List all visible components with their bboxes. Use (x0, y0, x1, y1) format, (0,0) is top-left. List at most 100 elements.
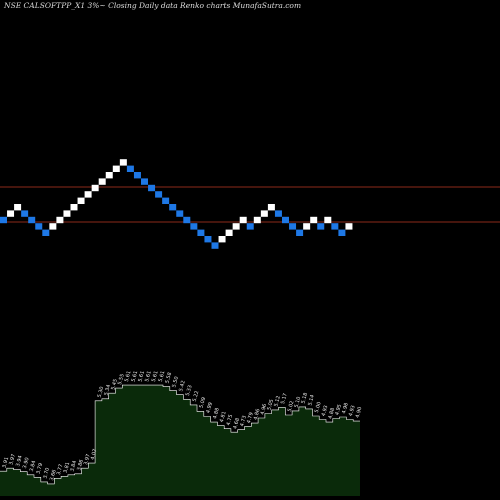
level-label: 5.61 (144, 370, 153, 382)
level-label: 4.07 (90, 448, 99, 460)
renko-brick (260, 210, 268, 217)
renko-brick (253, 216, 261, 224)
level-label: 3.77 (56, 464, 65, 476)
renko-brick (49, 223, 57, 230)
renko-brick (133, 172, 141, 179)
renko-brick (28, 216, 36, 224)
level-label: 4.75 (226, 414, 235, 426)
renko-brick (274, 210, 282, 217)
level-area-line (0, 384, 360, 485)
level-label: 4.88 (212, 407, 221, 419)
renko-brick (211, 242, 219, 249)
renko-brick (91, 184, 99, 192)
renko-brick (289, 223, 297, 230)
level-label: 5.58 (165, 372, 174, 384)
level-label: 4.88 (328, 407, 337, 419)
level-label: 5.33 (185, 385, 194, 397)
level-label: 5.50 (171, 376, 180, 388)
level-label: 3.94 (15, 455, 24, 467)
renko-brick (119, 159, 127, 166)
renko-brick (197, 229, 205, 236)
level-label: 5.10 (294, 396, 303, 408)
level-label: 5.61 (137, 370, 146, 382)
level-label: 3.97 (8, 453, 17, 465)
renko-brick (204, 236, 212, 243)
level-label: 4.86 (253, 408, 262, 420)
renko-brick (324, 216, 332, 224)
renko-brick (246, 223, 254, 230)
level-label: 4.99 (205, 402, 214, 414)
renko-brick (155, 191, 163, 198)
level-label: 5.02 (287, 400, 296, 412)
renko-brick (141, 178, 148, 185)
renko-brick (169, 204, 177, 211)
renko-brick (183, 216, 191, 224)
renko-brick (77, 197, 85, 204)
level-label: 3.84 (29, 460, 38, 472)
renko-brick (105, 172, 113, 179)
renko-brick (296, 229, 304, 236)
level-label: 5.45 (110, 378, 119, 390)
renko-brick (331, 223, 339, 230)
renko-brick (303, 223, 311, 230)
level-label: 3.91 (2, 456, 11, 468)
renko-brick (126, 165, 134, 172)
level-label: 3.81 (63, 462, 72, 474)
level-label: 3.66 (49, 469, 58, 481)
level-label: 4.96 (260, 403, 269, 415)
level-label: 5.14 (307, 394, 316, 406)
level-area-fill (0, 385, 360, 496)
level-label: 4.93 (321, 405, 330, 417)
level-label: 5.61 (158, 370, 167, 382)
renko-brick (148, 184, 156, 192)
resistance-lines (0, 186, 500, 223)
level-label: 5.17 (280, 393, 289, 405)
level-label: 5.12 (273, 395, 282, 407)
level-label: 5.34 (103, 384, 112, 396)
renko-brick (21, 210, 29, 217)
level-label: 4.81 (219, 411, 228, 423)
level-label: 5.00 (314, 401, 323, 413)
renko-brick (338, 229, 346, 236)
renko-brick (42, 229, 50, 236)
renko-brick (267, 204, 275, 211)
level-label: 5.30 (97, 386, 106, 398)
level-label: 4.90 (355, 406, 364, 418)
renko-brick (35, 223, 43, 230)
renko-brick (345, 223, 353, 230)
level-label: 4.95 (334, 404, 343, 416)
level-label: 5.61 (124, 370, 133, 382)
renko-brick (282, 216, 289, 224)
renko-brick (7, 210, 15, 217)
renko-brick (70, 204, 78, 211)
level-label: 5.61 (151, 370, 160, 382)
renko-brick (239, 216, 247, 224)
renko-brick (190, 223, 198, 230)
renko-brick (56, 216, 64, 224)
level-labels: 3.913.973.943.903.843.793.703.663.773.81… (2, 370, 364, 481)
level-label: 3.70 (42, 467, 51, 479)
renko-brick (310, 216, 318, 224)
level-label: 3.84 (69, 460, 78, 472)
level-label: 5.42 (178, 380, 187, 392)
level-label: 3.79 (36, 463, 45, 475)
renko-brick (162, 197, 170, 204)
renko-brick (218, 236, 226, 243)
renko-brick (63, 210, 71, 217)
level-label: 4.79 (246, 412, 255, 424)
level-label: 5.22 (192, 390, 201, 402)
level-label: 4.68 (232, 417, 241, 429)
level-label: 5.55 (117, 373, 126, 385)
renko-brick (14, 204, 22, 211)
renko-brick (112, 165, 120, 172)
level-area (0, 384, 360, 496)
level-label: 3.90 (22, 457, 31, 469)
level-label: 4.93 (348, 405, 357, 417)
renko-brick (225, 229, 233, 236)
level-label: 3.86 (76, 459, 85, 471)
renko-brick (176, 210, 184, 217)
renko-brick (84, 191, 92, 198)
level-label: 4.73 (239, 415, 248, 427)
